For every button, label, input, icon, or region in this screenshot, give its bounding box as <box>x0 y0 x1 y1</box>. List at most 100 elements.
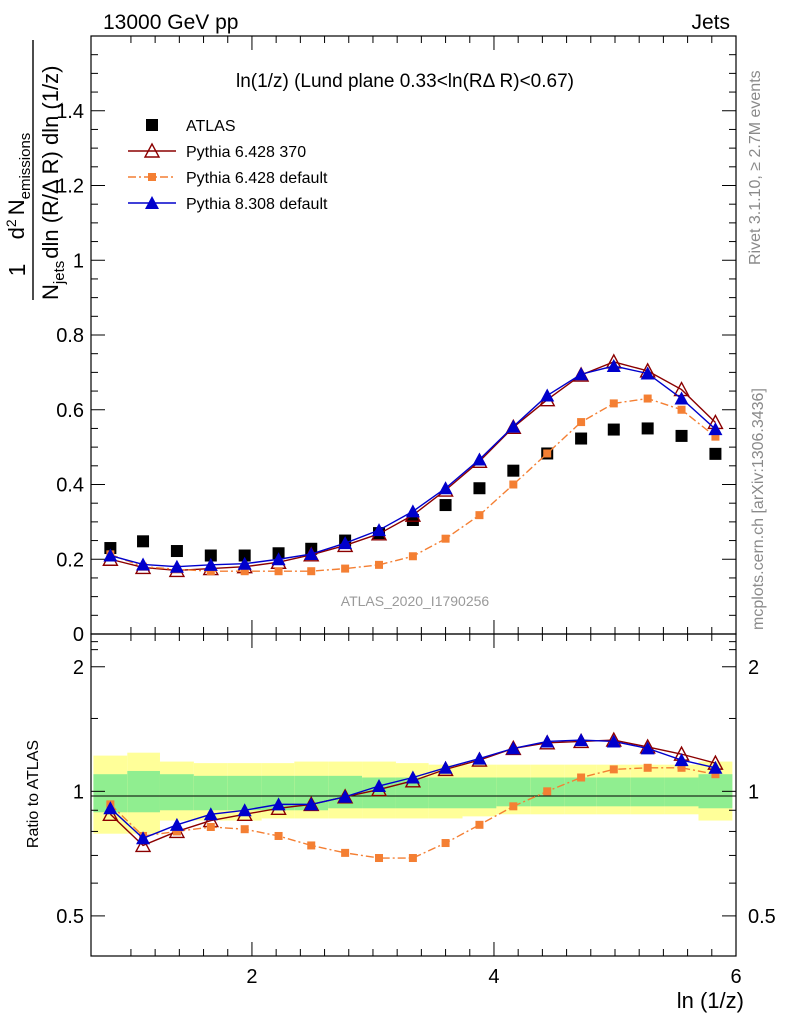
ratio-point <box>606 734 621 748</box>
header-process-label: Jets <box>691 11 730 34</box>
ylabel-denominator: Njetsdln (R/Δ R) dln (1/z) <box>38 66 68 300</box>
atlas-data-point <box>641 422 654 435</box>
atlas-data-point <box>607 423 620 436</box>
ratio-point <box>372 779 387 793</box>
ratio-point <box>711 770 720 779</box>
atlas-data-point <box>507 464 520 477</box>
legend-label: Pythia 8.308 default <box>186 196 328 213</box>
series-point <box>708 422 723 436</box>
ratio-point <box>677 763 686 772</box>
ratio-point <box>574 733 589 747</box>
top-y-tick-label: 0 <box>73 624 84 646</box>
legend-entry: ATLAS <box>146 118 236 135</box>
rivet-version-label: Rivet 3.1.10, ≥ 2.7M events <box>747 70 764 265</box>
ratio-point <box>506 741 521 755</box>
ratio-point <box>438 760 453 774</box>
uncertainty-band-inner <box>596 777 631 807</box>
top-panel: 0 0.2 0.4 0.6 0.8 1 1.2 1.4 <box>56 35 737 646</box>
x-axis-label: ln (1/z) <box>677 988 744 1013</box>
top-y-tick-label: 0.6 <box>56 400 84 422</box>
legend-marker <box>143 142 161 158</box>
series-point <box>677 405 686 414</box>
ratio-y-tick-label-right: 1 <box>748 781 759 803</box>
legend-marker <box>146 119 158 131</box>
series-point <box>441 534 450 543</box>
series-point <box>609 399 618 408</box>
ratio-y-tick-label: 2 <box>73 657 84 679</box>
series-point <box>307 567 316 576</box>
ratio-point <box>375 854 384 863</box>
top-y-axis-label: 1 Njetsdln (R/Δ R) dln (1/z) d2Nemission… <box>3 40 68 300</box>
plot-title: ln(1/z) (Lund plane 0.33<ln(RΔ R)<0.67) <box>236 71 574 92</box>
legend-entry: Pythia 6.428 default <box>128 170 328 187</box>
ratio-point <box>271 797 286 811</box>
ratio-point <box>338 789 353 803</box>
series-point <box>577 418 586 427</box>
uncertainty-band-inner <box>193 775 228 811</box>
top-y-tick-label: 0.8 <box>56 325 84 347</box>
series-line-pythia-8-308-default <box>110 365 716 568</box>
series-line-pythia-6-428-370 <box>110 361 716 572</box>
ratio-point <box>341 848 350 857</box>
top-y-tick-label: 0.4 <box>56 475 84 497</box>
atlas-data-point <box>575 432 588 445</box>
atlas-data-point <box>238 549 251 562</box>
uncertainty-band-inner <box>159 774 194 811</box>
series-point <box>408 552 417 561</box>
series-point <box>543 449 552 458</box>
series-point <box>574 367 589 381</box>
atlas-data-point <box>473 482 486 495</box>
series-point <box>711 432 720 441</box>
series-line-pythia-6-428-default <box>110 397 716 572</box>
legend-marker <box>148 173 156 181</box>
series-point <box>438 481 453 495</box>
series-point <box>304 547 319 561</box>
ratio-point <box>134 836 152 853</box>
series-point <box>240 567 249 576</box>
uncertainty-band-inner <box>428 777 463 809</box>
ratio-point <box>674 753 689 767</box>
legend-label: Pythia 6.428 370 <box>186 144 306 161</box>
top-y-tick-label: 1 <box>73 250 84 272</box>
legend-marker <box>145 196 159 209</box>
ratio-y-tick-label-right: 0.5 <box>748 906 776 928</box>
atlas-data-point <box>137 535 150 548</box>
uncertainty-band-inner <box>664 777 699 807</box>
uncertainty-band-inner <box>630 777 665 807</box>
ratio-y-tick-label-right: 2 <box>748 657 759 679</box>
ratio-point <box>475 820 484 829</box>
series-point <box>341 564 350 573</box>
uncertainty-band-inner <box>127 770 160 813</box>
ratio-y-tick-label: 0.5 <box>56 906 84 928</box>
ratio-point <box>307 841 316 850</box>
legend-entry: Pythia 6.428 370 <box>128 142 306 161</box>
series-point <box>136 557 151 571</box>
series-point <box>472 452 487 466</box>
top-y-tick-label: 1.2 <box>56 176 84 198</box>
x-axis: 2 4 6 <box>130 36 742 988</box>
ratio-point <box>136 831 151 845</box>
legend-entry: Pythia 8.308 default <box>128 196 328 213</box>
series-point <box>509 480 518 489</box>
atlas-data-point <box>170 545 183 558</box>
series-point <box>372 523 387 537</box>
top-y-tick-label: 0.2 <box>56 549 84 571</box>
legend-label: Pythia 6.428 default <box>186 170 328 187</box>
ratio-point <box>640 741 655 755</box>
ratio-point <box>543 787 552 796</box>
ratio-point <box>203 807 218 821</box>
atlas-data-point <box>675 429 688 442</box>
ratio-point <box>304 797 319 811</box>
series-point <box>103 548 118 562</box>
ratio-y-axis-label: Ratio to ATLAS <box>25 740 42 848</box>
ratio-point <box>237 803 252 817</box>
top-y-tick-label: 1.4 <box>56 101 84 123</box>
ratio-point <box>274 831 283 840</box>
series-point <box>643 394 652 403</box>
x-tick-label: 4 <box>488 966 499 988</box>
uncertainty-band-inner <box>496 777 531 807</box>
ylabel-one: 1 <box>4 264 30 277</box>
series-point <box>606 359 621 373</box>
ratio-point <box>643 763 652 772</box>
